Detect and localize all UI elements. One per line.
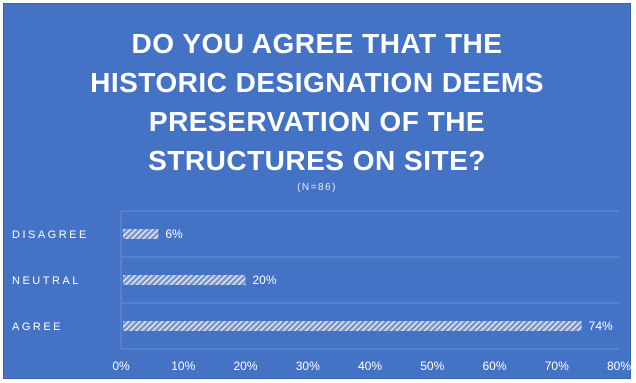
gridlines bbox=[120, 210, 619, 350]
category-labels: DISAGREE NEUTRAL AGREE bbox=[12, 229, 89, 333]
tick-label: 20% bbox=[233, 359, 257, 373]
tick-label: 30% bbox=[296, 359, 320, 373]
data-label: 74% bbox=[589, 319, 613, 333]
tick-label: 70% bbox=[545, 359, 569, 373]
category-label: NEUTRAL bbox=[12, 275, 81, 287]
chart-frame: DO YOU AGREE THAT THE HISTORIC DESIGNATI… bbox=[3, 3, 631, 379]
chart-subtitle: (N=86) bbox=[297, 182, 337, 193]
bar-agree bbox=[123, 321, 582, 331]
chart-title: DO YOU AGREE THAT THE HISTORIC DESIGNATI… bbox=[90, 28, 544, 176]
data-label: 6% bbox=[165, 227, 183, 241]
bar-disagree bbox=[123, 229, 159, 239]
bars bbox=[123, 229, 582, 331]
bar-chart: DISAGREE NEUTRAL AGREE 6% 20% 74% 0% 10% 20% 30… bbox=[12, 210, 631, 373]
tick-label: 10% bbox=[171, 359, 195, 373]
bar-neutral bbox=[123, 275, 246, 285]
tick-label: 0% bbox=[112, 359, 130, 373]
category-label: DISAGREE bbox=[12, 229, 89, 241]
x-axis-tick-labels: 0% 10% 20% 30% 40% 50% 60% 70% 80% bbox=[112, 359, 631, 373]
category-label: AGREE bbox=[12, 321, 63, 333]
value-labels: 6% 20% 74% bbox=[165, 227, 613, 333]
tick-label: 40% bbox=[358, 359, 382, 373]
tick-label: 60% bbox=[482, 359, 506, 373]
data-label: 20% bbox=[253, 273, 277, 287]
tick-label: 80% bbox=[607, 359, 631, 373]
tick-label: 50% bbox=[420, 359, 444, 373]
